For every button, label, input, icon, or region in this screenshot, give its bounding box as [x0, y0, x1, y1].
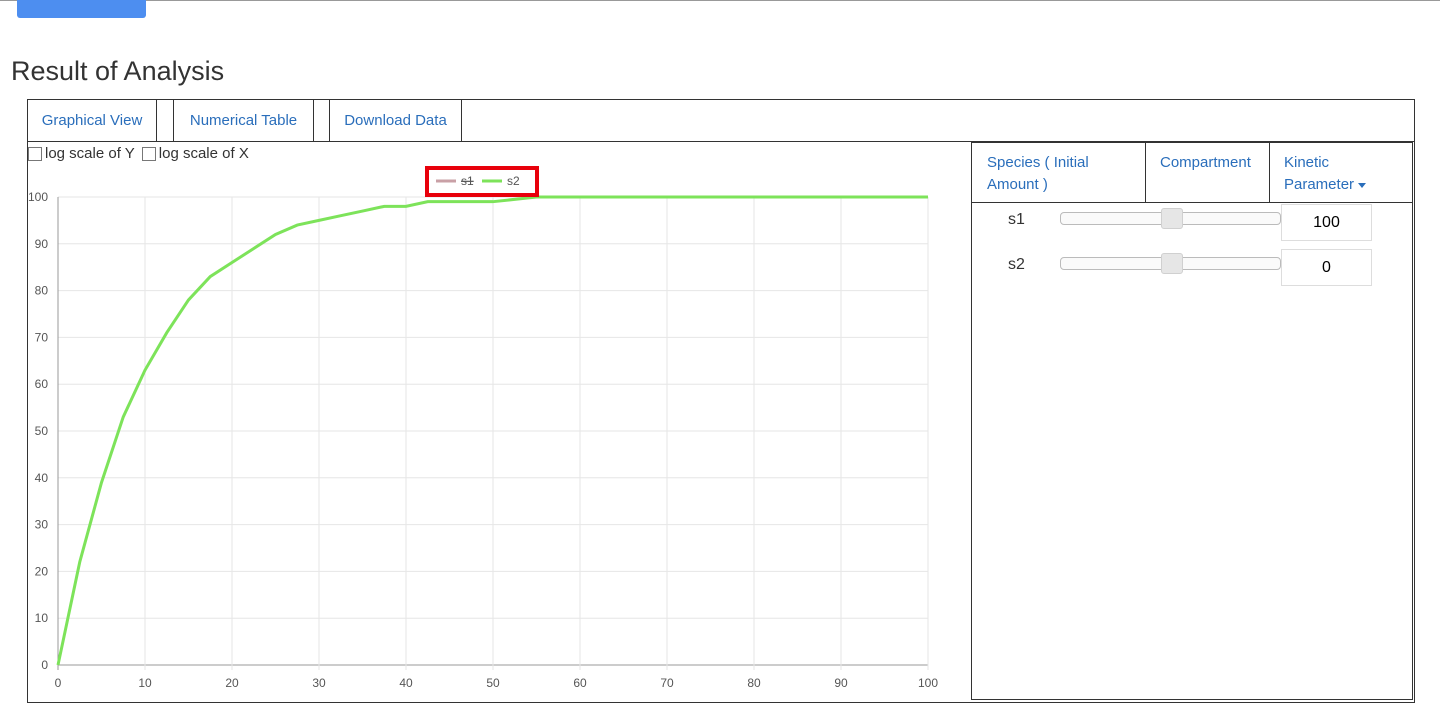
y-tick-label: 70: [35, 330, 49, 344]
slider-thumb[interactable]: [1161, 208, 1183, 229]
x-tick-label: 0: [55, 676, 62, 690]
y-tick-label: 60: [35, 377, 49, 391]
series-line: [56, 195, 928, 666]
x-tick-label: 10: [138, 676, 152, 690]
slider[interactable]: [1060, 208, 1281, 229]
species-name: s2: [1008, 256, 1025, 273]
checkbox[interactable]: [141, 146, 156, 161]
x-tick-label: 90: [834, 676, 848, 690]
y-tick-label: 30: [35, 518, 49, 532]
checkbox-label: log scale of Y: [45, 145, 135, 162]
y-tick-label: 10: [35, 611, 49, 625]
amount-input[interactable]: 0: [1281, 249, 1372, 286]
y-tick-label: 0: [41, 658, 48, 672]
tab-rule: [27, 141, 1415, 142]
top-border: [0, 0, 1440, 1]
legend-label: s2: [507, 174, 520, 188]
tab[interactable]: Numerical Table: [173, 99, 314, 141]
side-panel: [971, 142, 1413, 700]
tab[interactable]: Download Data: [329, 99, 462, 141]
y-tick-label: 100: [28, 190, 48, 204]
chart: 0 10 20 30 40 50 60 70 80 90 100 0 10 20 30 40 50 60 70 80 9…: [28, 166, 938, 690]
y-tick-label: 40: [35, 471, 49, 485]
x-tick-label: 100: [918, 676, 938, 690]
checkbox[interactable]: [28, 146, 42, 161]
execute-button[interactable]: [17, 0, 146, 18]
x-tick-label: 20: [225, 676, 239, 690]
side-tab[interactable]: Kinetic Parameter: [1270, 142, 1395, 203]
legend-label: s1: [461, 174, 474, 188]
x-tick-label: 80: [747, 676, 761, 690]
species-name: s1: [1008, 211, 1025, 228]
amount-input[interactable]: 100: [1281, 204, 1372, 241]
checkbox-label: log scale of X: [158, 145, 249, 162]
y-tick-label: 80: [35, 284, 49, 298]
side-tab-rule: [971, 202, 1413, 203]
x-tick-label: 40: [399, 676, 413, 690]
side-tab-label: Kinetic Parameter: [1284, 154, 1355, 193]
x-tick-label: 60: [573, 676, 587, 690]
legend-highlight: [425, 166, 539, 197]
slider[interactable]: [1060, 253, 1281, 274]
x-tick-label: 70: [660, 676, 674, 690]
side-tab[interactable]: Species ( Initial Amount ): [973, 142, 1146, 203]
y-tick-label: 90: [35, 237, 49, 251]
scale-options: log scale of Y log scale of X: [28, 145, 249, 162]
x-tick-label: 30: [312, 676, 326, 690]
side-tab[interactable]: Compartment: [1146, 142, 1270, 203]
tab[interactable]: Graphical View: [27, 99, 157, 141]
slider-thumb[interactable]: [1161, 253, 1183, 274]
y-tick-label: 50: [35, 424, 49, 438]
result-panel: [27, 99, 1415, 703]
section-title: Result of Analysis: [11, 56, 225, 86]
caret: [1358, 182, 1367, 188]
x-tick-label: 50: [486, 676, 500, 690]
y-tick-label: 20: [35, 564, 49, 578]
